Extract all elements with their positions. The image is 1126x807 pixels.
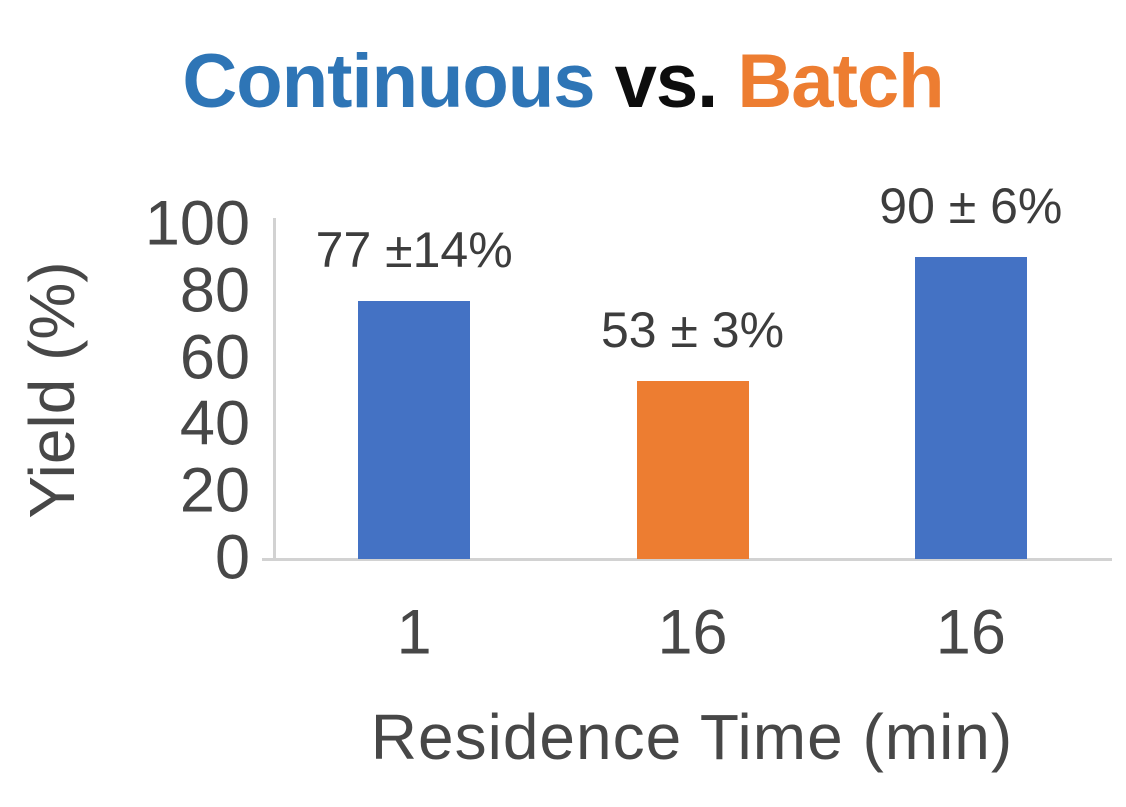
y-axis-line [273, 218, 276, 561]
y-tick-label: 40 [179, 388, 250, 459]
bar [358, 300, 471, 559]
title-part-continuous: Continuous [182, 39, 595, 124]
x-tick-label: 16 [935, 597, 1006, 668]
x-tick-label: 1 [396, 597, 432, 668]
bar-value-label: 53 ± 3% [600, 301, 785, 358]
chart-title: Continuous vs. Batch [0, 40, 1126, 124]
y-tick-label: 20 [179, 455, 250, 526]
bar [636, 380, 749, 559]
x-axis-line [262, 558, 1112, 561]
y-axis-title: Yield (%) [16, 261, 88, 519]
title-part-batch: Batch [737, 39, 944, 124]
bar [914, 257, 1027, 559]
bar-value-label: 90 ± 6% [879, 178, 1063, 235]
bar-value-label: 77 ±14% [315, 221, 513, 278]
y-tick-label: 60 [179, 322, 250, 393]
y-tick-label: 0 [214, 522, 250, 593]
x-tick-label: 16 [657, 597, 728, 668]
y-axis-tick-labels: 0 20 40 60 80 100 [110, 0, 250, 807]
title-part-vs: vs. [594, 39, 738, 124]
x-axis-title: Residence Time (min) [370, 701, 1014, 773]
y-tick-label: 100 [144, 188, 250, 259]
y-tick-label: 80 [179, 255, 250, 326]
